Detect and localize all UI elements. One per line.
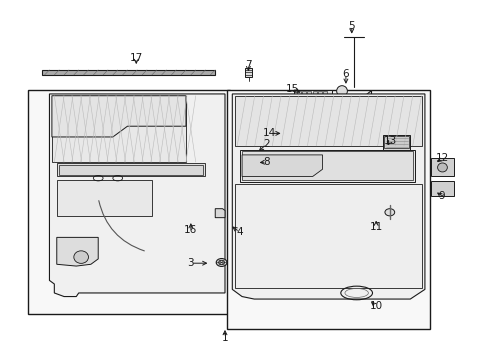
Text: 5: 5 — [348, 21, 354, 31]
Bar — [294, 90, 331, 100]
Bar — [234, 184, 422, 288]
Text: 9: 9 — [438, 191, 445, 201]
Bar — [301, 111, 309, 122]
Bar — [323, 91, 327, 99]
Polygon shape — [245, 68, 252, 77]
Ellipse shape — [384, 209, 394, 216]
Text: 13: 13 — [384, 136, 397, 145]
Bar — [276, 110, 327, 123]
Bar — [57, 163, 205, 176]
Polygon shape — [242, 155, 322, 176]
Bar — [312, 91, 316, 99]
Ellipse shape — [437, 163, 447, 172]
Bar — [239, 149, 414, 182]
Text: 1: 1 — [221, 333, 228, 343]
Bar — [318, 91, 322, 99]
Bar — [256, 158, 262, 162]
Bar — [383, 135, 409, 149]
Text: 6: 6 — [342, 69, 348, 79]
Ellipse shape — [216, 258, 226, 266]
Polygon shape — [49, 94, 224, 297]
Text: 14: 14 — [263, 129, 276, 138]
Text: 11: 11 — [369, 222, 382, 231]
Polygon shape — [57, 237, 98, 266]
Polygon shape — [232, 94, 424, 299]
Text: 15: 15 — [285, 84, 298, 94]
Ellipse shape — [336, 86, 346, 96]
Bar — [42, 70, 215, 75]
Bar — [234, 96, 422, 146]
Bar — [59, 165, 203, 175]
Bar — [289, 111, 298, 122]
Text: 2: 2 — [263, 139, 269, 149]
Polygon shape — [339, 90, 370, 116]
Bar — [242, 151, 412, 180]
Text: 7: 7 — [244, 60, 251, 70]
Ellipse shape — [256, 145, 262, 150]
Polygon shape — [215, 209, 224, 218]
Bar — [278, 111, 287, 122]
Bar — [307, 91, 311, 99]
Polygon shape — [52, 96, 185, 137]
Text: 16: 16 — [184, 225, 197, 235]
Bar — [57, 180, 152, 216]
Polygon shape — [384, 136, 408, 148]
Bar — [430, 181, 453, 196]
Bar — [302, 91, 305, 99]
Ellipse shape — [255, 158, 262, 163]
Bar — [430, 158, 453, 176]
Text: 8: 8 — [263, 157, 269, 167]
Text: 17: 17 — [129, 53, 142, 63]
Text: 4: 4 — [236, 227, 243, 237]
Bar — [52, 96, 185, 162]
Bar — [255, 145, 263, 151]
Bar — [312, 111, 321, 122]
Bar — [227, 90, 429, 329]
Ellipse shape — [74, 251, 88, 264]
Text: 3: 3 — [187, 258, 194, 268]
Bar — [27, 90, 229, 315]
Text: 10: 10 — [369, 301, 382, 311]
Text: 12: 12 — [434, 153, 447, 163]
Bar — [296, 91, 300, 99]
